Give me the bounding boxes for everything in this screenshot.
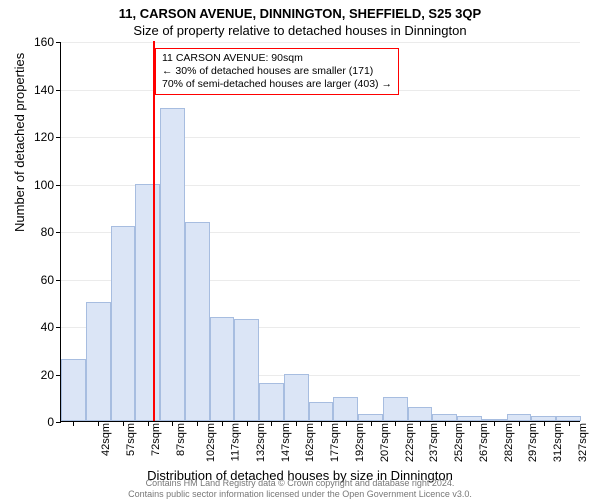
histogram-bar	[185, 222, 210, 422]
xtick-mark	[544, 421, 545, 426]
xtick-mark	[494, 421, 495, 426]
histogram-bar	[234, 319, 259, 421]
xtick-mark	[569, 421, 570, 426]
xtick-label: 132sqm	[255, 423, 267, 462]
ytick-label: 20	[26, 368, 54, 382]
xtick-mark	[296, 421, 297, 426]
histogram-bar	[284, 374, 309, 422]
histogram-bar	[358, 414, 383, 421]
page-subtitle: Size of property relative to detached ho…	[0, 21, 600, 38]
xtick-mark	[519, 421, 520, 426]
ytick-mark	[56, 232, 61, 233]
histogram-bar	[432, 414, 457, 421]
ytick-mark	[56, 137, 61, 138]
histogram-bar	[111, 226, 136, 421]
xtick-label: 72sqm	[150, 423, 162, 456]
histogram-bar	[160, 108, 185, 422]
xtick-mark	[346, 421, 347, 426]
xtick-mark	[73, 421, 74, 426]
xtick-mark	[197, 421, 198, 426]
histogram-bar	[61, 359, 86, 421]
xtick-mark	[371, 421, 372, 426]
gridline	[61, 137, 580, 138]
xtick-mark	[123, 421, 124, 426]
footer-line-1: Contains HM Land Registry data © Crown c…	[146, 478, 455, 488]
xtick-mark	[222, 421, 223, 426]
gridline	[61, 42, 580, 43]
ytick-label: 0	[26, 415, 54, 429]
ytick-mark	[56, 280, 61, 281]
marker-line	[153, 41, 155, 421]
page-title: 11, CARSON AVENUE, DINNINGTON, SHEFFIELD…	[0, 0, 600, 21]
xtick-label: 267sqm	[478, 423, 490, 462]
histogram-chart: 11 CARSON AVENUE: 90sqm← 30% of detached…	[60, 42, 580, 422]
xtick-label: 237sqm	[428, 423, 440, 462]
xtick-label: 222sqm	[404, 423, 416, 462]
xtick-label: 192sqm	[354, 423, 366, 462]
xtick-label: 102sqm	[206, 423, 218, 462]
xtick-label: 297sqm	[527, 423, 539, 462]
xtick-label: 327sqm	[577, 423, 589, 462]
ytick-mark	[56, 327, 61, 328]
histogram-bar	[86, 302, 111, 421]
annotation-line: 70% of semi-detached houses are larger (…	[162, 78, 392, 91]
ytick-label: 140	[26, 83, 54, 97]
footer-line-2: Contains public sector information licen…	[128, 489, 472, 499]
xtick-mark	[98, 421, 99, 426]
xtick-mark	[395, 421, 396, 426]
histogram-bar	[135, 184, 160, 422]
xtick-mark	[420, 421, 421, 426]
xtick-label: 117sqm	[230, 423, 242, 461]
xtick-mark	[148, 421, 149, 426]
annotation-line: ← 30% of detached houses are smaller (17…	[162, 65, 392, 78]
xtick-label: 282sqm	[503, 423, 515, 462]
xtick-mark	[470, 421, 471, 426]
ytick-label: 80	[26, 225, 54, 239]
histogram-bar	[333, 397, 358, 421]
annotation-box: 11 CARSON AVENUE: 90sqm← 30% of detached…	[155, 48, 399, 95]
xtick-label: 42sqm	[100, 423, 112, 456]
ytick-mark	[56, 42, 61, 43]
xtick-label: 162sqm	[305, 423, 317, 462]
ytick-mark	[56, 90, 61, 91]
annotation-line: 11 CARSON AVENUE: 90sqm	[162, 52, 392, 65]
histogram-bar	[210, 317, 235, 422]
ytick-mark	[56, 422, 61, 423]
histogram-bar	[259, 383, 284, 421]
histogram-bar	[507, 414, 532, 421]
y-axis-label: Number of detached properties	[12, 53, 27, 232]
ytick-label: 160	[26, 35, 54, 49]
ytick-label: 120	[26, 130, 54, 144]
xtick-mark	[271, 421, 272, 426]
plot-area: 11 CARSON AVENUE: 90sqm← 30% of detached…	[60, 42, 580, 422]
footer-attribution: Contains HM Land Registry data © Crown c…	[0, 478, 600, 499]
xtick-label: 177sqm	[329, 423, 341, 462]
ytick-label: 100	[26, 178, 54, 192]
xtick-label: 312sqm	[552, 423, 564, 462]
histogram-bar	[383, 397, 408, 421]
xtick-mark	[445, 421, 446, 426]
xtick-mark	[247, 421, 248, 426]
xtick-label: 57sqm	[125, 423, 137, 456]
xtick-mark	[321, 421, 322, 426]
xtick-label: 147sqm	[280, 423, 292, 462]
ytick-label: 60	[26, 273, 54, 287]
xtick-mark	[172, 421, 173, 426]
ytick-label: 40	[26, 320, 54, 334]
xtick-label: 252sqm	[453, 423, 465, 462]
xtick-label: 207sqm	[379, 423, 391, 462]
ytick-mark	[56, 185, 61, 186]
histogram-bar	[309, 402, 334, 421]
histogram-bar	[408, 407, 433, 421]
xtick-label: 87sqm	[175, 423, 187, 456]
